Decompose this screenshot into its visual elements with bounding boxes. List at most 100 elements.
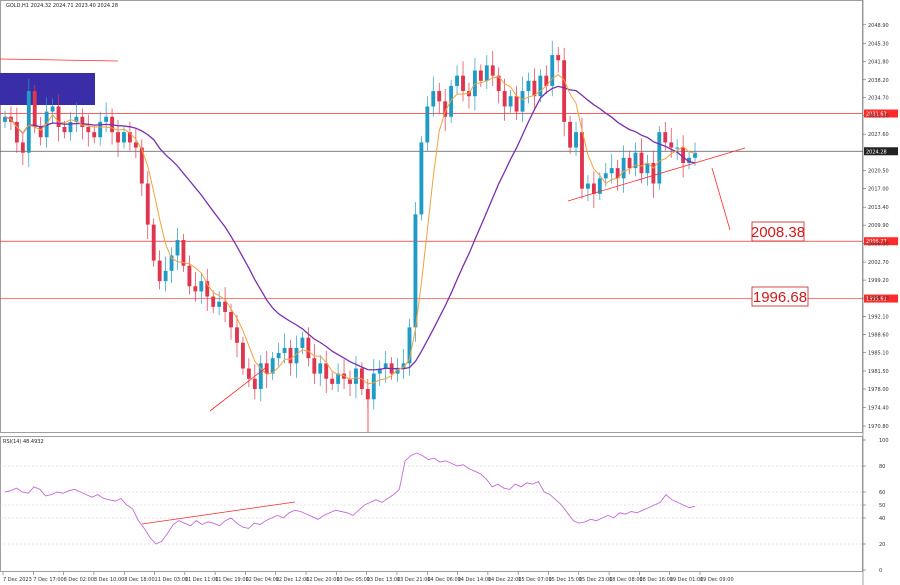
candle-body xyxy=(32,91,37,128)
candle-body xyxy=(157,260,162,282)
candle-body xyxy=(229,311,233,328)
time-x-axis: 7 Dec 2023 7 Dec 17:00 8 Dec 02:00 8 Dec 10… xyxy=(2,572,734,583)
candle-body xyxy=(74,116,79,122)
candle-body xyxy=(163,270,168,282)
candle-body xyxy=(252,378,257,390)
candle-body xyxy=(20,142,25,153)
y-tick-label: 1985.10 xyxy=(868,351,889,357)
y-tick-label: 1981.50 xyxy=(868,369,889,375)
x-tick-label: 13 Dec 05:00 xyxy=(336,577,370,583)
candle-body xyxy=(330,378,335,384)
x-tick-label: 7 Dec 17:00 xyxy=(33,577,63,583)
x-tick-label: 8 Dec 02:00 xyxy=(64,577,94,583)
candle-body xyxy=(544,75,549,86)
y-tick-label: 2034.70 xyxy=(868,96,889,102)
rsi-tick-label: 0 xyxy=(879,568,882,574)
x-tick-label: 15 Dec 07:00 xyxy=(518,577,552,583)
candle-body xyxy=(669,142,674,148)
candle-body xyxy=(514,96,519,112)
x-tick-label: 14 Dec 14:00 xyxy=(458,577,492,583)
x-tick-label: 11 Dec 19:00 xyxy=(215,577,249,583)
level-price-tag xyxy=(864,237,898,246)
candle-body xyxy=(246,368,251,379)
candle-body xyxy=(538,75,543,97)
x-tick-label: 19 Dec 09:00 xyxy=(700,577,734,583)
candle-body xyxy=(312,358,317,374)
annotation-text: 2008.38 xyxy=(751,224,805,241)
y-tick-label: 1970.80 xyxy=(868,424,889,430)
ma-slow-line xyxy=(4,85,696,371)
rsi-panel: 100 80 60 50 40 20 0 xyxy=(0,438,889,574)
candle-body xyxy=(223,301,228,312)
candle-body xyxy=(597,178,602,194)
candle-body xyxy=(681,147,686,163)
target-annotation-2: 1996.68 xyxy=(751,286,809,307)
candle-body xyxy=(437,91,442,102)
x-tick-label: 12 Dec 04:00 xyxy=(245,577,279,583)
candle-body xyxy=(324,363,329,379)
candle-body xyxy=(377,368,382,374)
candle-body xyxy=(615,168,620,179)
candle-body xyxy=(68,121,73,133)
candle-body xyxy=(26,91,31,153)
candle-body xyxy=(687,157,691,163)
rsi-line xyxy=(4,452,696,545)
candle-body xyxy=(318,363,323,374)
x-tick-label: 14 Dec 22:00 xyxy=(488,577,522,583)
annotation-box xyxy=(751,286,809,307)
candle-body xyxy=(472,70,477,97)
rsi-panel-border xyxy=(0,436,863,572)
candle-body xyxy=(288,347,293,364)
candle-body xyxy=(526,80,531,92)
y-tick-label: 2017.00 xyxy=(868,187,889,193)
candle-body xyxy=(484,65,489,81)
candle-body xyxy=(56,106,61,128)
y-tick-label: 1974.40 xyxy=(868,406,889,412)
rsi-header: RSI(14) 48.4932 xyxy=(3,439,44,445)
x-tick-label: 11 Dec 11:00 xyxy=(185,577,219,583)
rsi-tick-label: 40 xyxy=(879,516,885,522)
candle-body xyxy=(294,347,299,364)
candle-body xyxy=(419,142,424,215)
candle-body xyxy=(169,255,174,271)
price-panel-border xyxy=(0,0,863,433)
y-tick-label: 1995.70 xyxy=(868,296,889,302)
candle-body xyxy=(401,363,406,369)
rsi-tick-label: 20 xyxy=(879,542,885,548)
y-tick-label: 2027.60 xyxy=(868,132,889,138)
candle-body xyxy=(693,152,697,158)
target-annotation-1: 2008.38 xyxy=(751,221,805,242)
x-tick-label: 8 Dec 18:00 xyxy=(124,577,154,583)
candle-body xyxy=(651,162,656,184)
y-tick-label: 2048.90 xyxy=(868,23,889,29)
y-tick-label: 2020.50 xyxy=(868,169,889,175)
candle-body xyxy=(383,363,388,369)
candle-body xyxy=(585,183,590,189)
candle-body xyxy=(508,96,513,107)
candles xyxy=(3,40,697,410)
candle-body xyxy=(407,327,412,364)
y-tick-label: 1988.60 xyxy=(868,333,889,339)
x-tick-label: 12 Dec 20:00 xyxy=(306,577,340,583)
candle-body xyxy=(282,347,287,354)
candle-body xyxy=(116,132,120,143)
candle-body xyxy=(306,337,311,359)
candle-body xyxy=(354,368,358,384)
candle-body xyxy=(443,101,448,117)
trend-line xyxy=(711,167,731,231)
candle-body xyxy=(633,152,638,169)
candle-body xyxy=(127,132,132,143)
candle-body xyxy=(371,373,376,400)
candle-body xyxy=(550,55,555,86)
candle-body xyxy=(240,342,245,369)
candle-body xyxy=(455,75,460,86)
y-tick-label: 1978.00 xyxy=(868,387,889,393)
x-tick-label: 14 Dec 06:00 xyxy=(427,577,461,583)
annotation-text: 1996.68 xyxy=(753,289,807,306)
x-tick-label: 8 Dec 10:00 xyxy=(94,577,124,583)
y-tick-label: 2006.30 xyxy=(868,242,889,248)
candle-body xyxy=(348,378,352,384)
candle-body xyxy=(139,147,144,184)
candle-body xyxy=(50,106,55,112)
